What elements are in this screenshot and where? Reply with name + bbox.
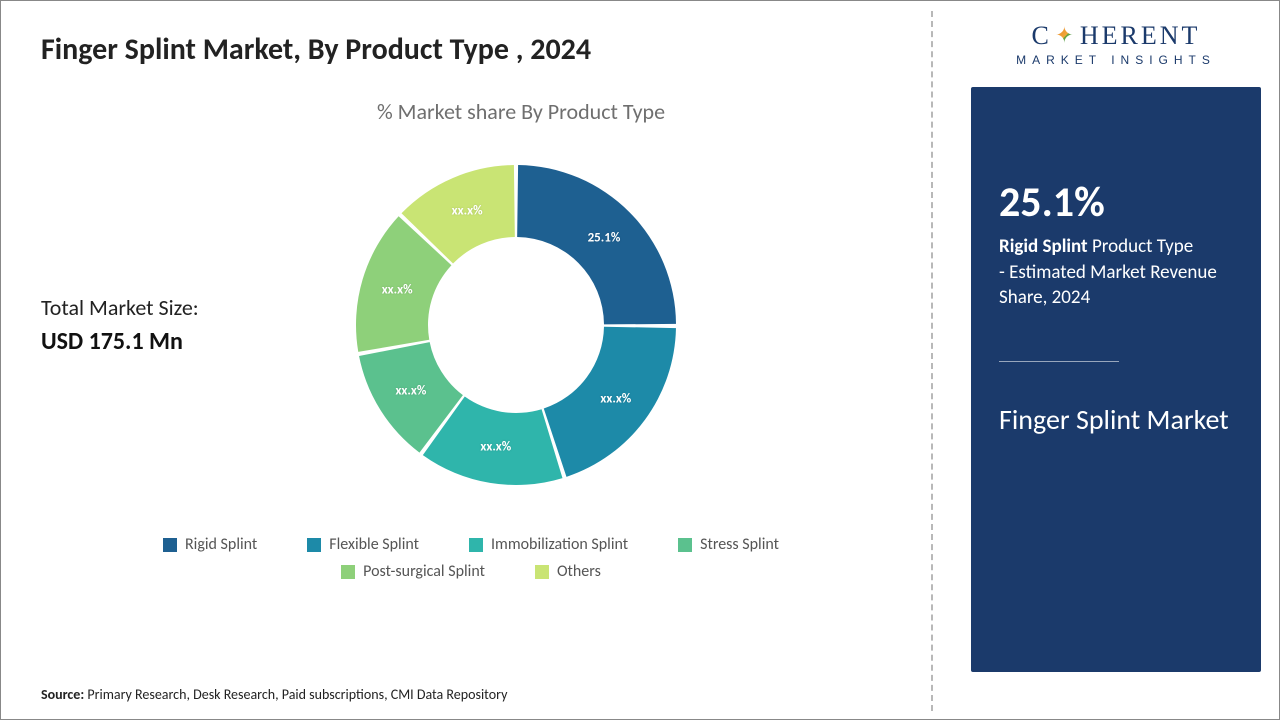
legend-swatch [163, 538, 177, 552]
brand-name: C HERENT [971, 21, 1261, 51]
chart-legend: Rigid Splint Flexible Splint Immobilizatio… [41, 535, 901, 581]
legend-item: Flexible Splint [307, 535, 419, 554]
brand-tagline: MARKET INSIGHTS [971, 53, 1261, 67]
legend-swatch [469, 538, 483, 552]
legend-item: Stress Splint [678, 535, 779, 554]
source-citation: Source: Primary Research, Desk Research,… [41, 686, 507, 703]
slice-label: xx.x% [600, 391, 631, 406]
panel-divider [999, 361, 1119, 362]
page-title: Finger Splint Market, By Product Type , … [41, 31, 901, 68]
legend-swatch [535, 565, 549, 579]
chart-subtitle: % Market share By Product Type [141, 98, 901, 125]
legend-label: Stress Splint [700, 535, 779, 554]
main-chart-area: Finger Splint Market, By Product Type , … [1, 1, 931, 721]
legend-item: Others [535, 562, 601, 581]
slice-label: 25.1% [588, 230, 621, 245]
highlight-panel: 25.1% Rigid Splint Product Type - Estima… [971, 87, 1261, 672]
chart-row: Total Market Size: USD 175.1 Mn 25.1% xx.… [41, 145, 901, 505]
donut-chart: 25.1% xx.x% xx.x% xx.x% xx.x% xx.x% [336, 145, 696, 505]
legend-item: Post-surgical Splint [341, 562, 485, 581]
brand-icon [1055, 25, 1077, 47]
vertical-divider [931, 11, 933, 711]
total-market-size-label: Total Market Size: [41, 294, 291, 321]
slice-label: xx.x% [382, 282, 413, 297]
total-market-size: Total Market Size: USD 175.1 Mn [41, 294, 291, 356]
legend-label: Immobilization Splint [491, 535, 628, 554]
legend-label: Flexible Splint [329, 535, 419, 554]
brand-logo: C HERENT MARKET INSIGHTS [971, 21, 1261, 67]
slice-label: xx.x% [452, 204, 483, 219]
highlight-percentage: 25.1% [999, 177, 1233, 228]
slice-label: xx.x% [395, 383, 426, 398]
legend-swatch [341, 565, 355, 579]
source-prefix: Source: [41, 686, 87, 703]
legend-item: Immobilization Splint [469, 535, 628, 554]
right-column: C HERENT MARKET INSIGHTS 25.1% Rigid Spl… [941, 1, 1280, 721]
legend-item: Rigid Splint [163, 535, 257, 554]
legend-swatch [307, 538, 321, 552]
legend-swatch [678, 538, 692, 552]
legend-label: Rigid Splint [185, 535, 257, 554]
legend-label: Post-surgical Splint [363, 562, 485, 581]
source-text: Primary Research, Desk Research, Paid su… [87, 686, 507, 703]
slice-label: xx.x% [480, 440, 511, 455]
highlight-title: Finger Splint Market [999, 402, 1233, 437]
highlight-description: Rigid Splint Product Type - Estimated Ma… [999, 234, 1233, 311]
total-market-size-value: USD 175.1 Mn [41, 327, 291, 356]
legend-label: Others [557, 562, 601, 581]
